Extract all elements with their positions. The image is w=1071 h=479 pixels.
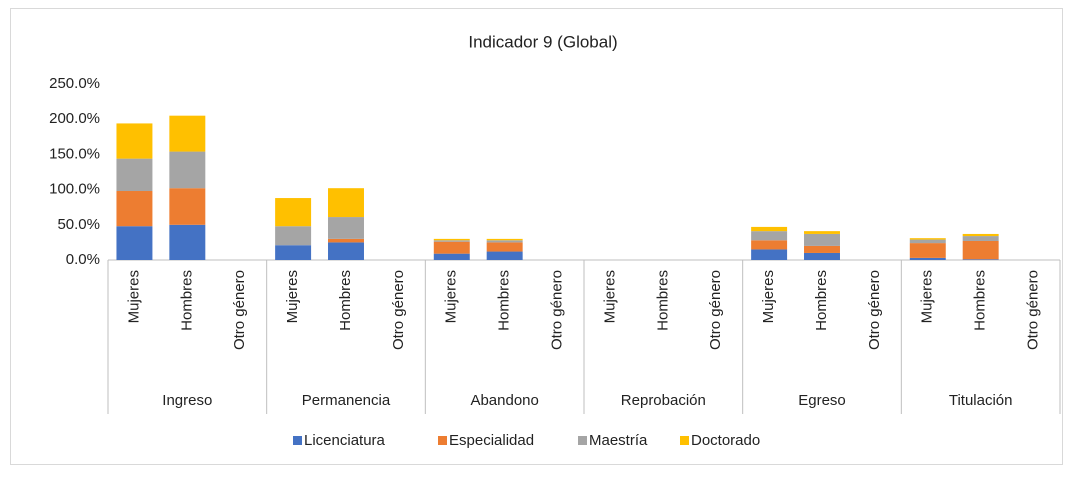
bar-segment [328,242,364,260]
legend-label: Maestría [589,432,648,449]
bar-segment [275,245,312,260]
bar-segment [275,226,312,246]
x-tick-label: Otro género [390,270,407,350]
x-tick-label: Otro género [866,270,883,350]
bar-segment [804,233,840,246]
bar-segment [909,239,946,244]
bar-segment [328,188,364,218]
bar-segment [486,238,523,241]
x-tick-label: Mujeres [125,270,142,323]
y-tick-label: 150.0% [49,145,100,162]
group-label: Abandono [470,392,538,409]
x-tick-label: Otro género [549,270,566,350]
bar-segment [804,252,840,260]
legend-swatch [293,436,302,445]
x-tick-label: Mujeres [760,270,777,323]
bar-segment [328,238,364,243]
x-tick-label: Hombres [178,270,195,331]
bar-segment [909,243,946,258]
bar-segment [433,241,470,254]
bar-segment [116,158,153,192]
y-tick-label: 50.0% [57,216,100,233]
bar-segment [804,231,840,234]
bar-segment [116,191,153,227]
bar-segment [116,123,153,159]
y-tick-label: 200.0% [49,110,100,127]
x-tick-label: Otro género [1025,270,1042,350]
bar-segment [169,188,206,225]
legend-swatch [578,436,587,445]
x-tick-label: Mujeres [919,270,936,323]
bar-segment [909,257,946,260]
legend-label: Licenciatura [304,432,386,449]
legend-swatch [680,436,689,445]
group-label: Ingreso [162,392,212,409]
y-tick-label: 0.0% [66,251,100,268]
bar-segment [909,238,946,240]
x-tick-label: Hombres [337,270,354,331]
group-label: Permanencia [302,392,391,409]
bar-segment [962,233,999,237]
x-tick-label: Hombres [813,270,830,331]
group-label: Reprobación [621,392,706,409]
x-tick-label: Otro género [231,270,248,350]
bar-segment [751,231,788,241]
legend-label: Doctorado [691,432,760,449]
bar-segment [486,251,523,260]
bar-segment [962,259,999,260]
bar-segment [169,115,206,152]
bar-segment [751,226,788,232]
x-tick-label: Hombres [654,270,671,331]
y-tick-label: 250.0% [49,75,100,92]
x-tick-label: Hombres [496,270,513,331]
bar-segment [328,217,364,239]
group-label: Egreso [798,392,846,409]
x-tick-label: Mujeres [284,270,301,323]
y-tick-label: 100.0% [49,181,100,198]
bar-segment [169,224,206,260]
bar-segment [275,198,312,227]
x-tick-label: Otro género [707,270,724,350]
x-tick-label: Hombres [972,270,989,331]
chart-title: Indicador 9 (Global) [468,32,617,51]
bar-segment [486,242,523,252]
bar-segment [962,240,999,260]
bar-segment [116,226,153,260]
bar-segment [962,236,999,241]
legend-swatch [438,436,447,445]
bar-segment [433,238,470,241]
legend-label: Especialidad [449,432,534,449]
bar-segment [433,253,470,260]
bar-segment [751,249,788,260]
group-label: Titulación [949,392,1013,409]
x-tick-label: Mujeres [443,270,460,323]
x-tick-label: Mujeres [601,270,618,323]
bar-segment [751,240,788,250]
bar-segment [486,240,523,243]
bar-segment [804,245,840,253]
bar-segment [169,151,206,189]
bar-segment [433,240,470,242]
